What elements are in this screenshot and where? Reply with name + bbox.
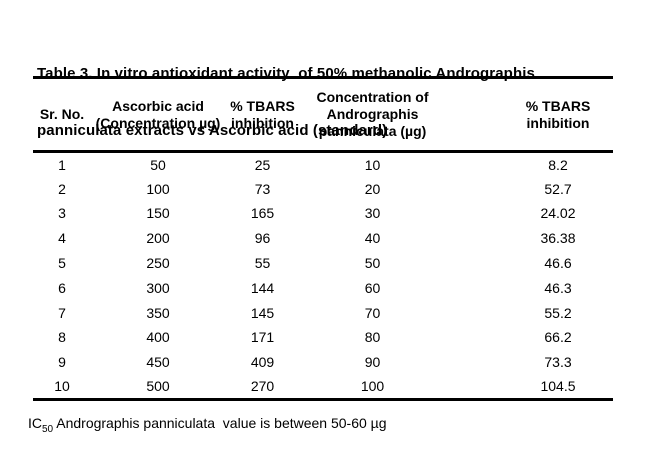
table-cell: 2 — [58, 180, 66, 197]
table-cell: 46.3 — [544, 279, 572, 296]
table-cell: 1 — [58, 156, 66, 173]
column-header-andrographis-concentration: Concentration of Andrographis panniculat… — [316, 89, 429, 139]
table-cell: 450 — [146, 354, 170, 371]
table-cell: 4 — [58, 230, 66, 247]
table-cell: 8 — [58, 329, 66, 346]
table-cell: 400 — [146, 329, 170, 346]
table-row: 5 250 55 50 46.6 — [33, 251, 613, 276]
table-cell: 409 — [250, 354, 275, 371]
table-title-line2: panniculata extracts vs Ascorbic acid (s… — [37, 122, 388, 139]
table-cell: 8.2 — [548, 156, 568, 173]
table-cell: 104.5 — [540, 378, 576, 395]
table-row: 7 350 145 70 55.2 — [33, 300, 613, 325]
table-body: 1 50 25 10 8.2 2 100 73 20 52.7 3 150 16… — [33, 152, 613, 400]
table-cell: 55.2 — [544, 304, 572, 321]
table-cell: 145 — [250, 304, 275, 321]
table-cell: 70 — [364, 304, 381, 321]
table-cell: 50 — [150, 156, 166, 173]
column-header-sr-no: Sr. No. — [39, 106, 85, 122]
table-cell: 7 — [58, 304, 66, 321]
table-row: 10 500 270 100 104.5 — [33, 375, 613, 400]
table-cell: 3 — [58, 205, 66, 222]
table-cell: 10 — [54, 378, 70, 395]
table-cell: 9 — [58, 354, 66, 371]
table-cell: 96 — [254, 230, 271, 247]
table-cell: 5 — [58, 255, 66, 272]
header-row: Sr. No. Ascorbic acid (Concentration µg)… — [33, 78, 613, 152]
table-row: 2 100 73 20 52.7 — [33, 176, 613, 201]
table-cell: 171 — [250, 329, 275, 346]
column-header-tbars-inhibition-andrographis: % TBARS inhibition — [525, 97, 591, 131]
table-cell: 350 — [146, 304, 170, 321]
ic50-footnote: IC50 Andrographis panniculata value is b… — [28, 415, 387, 434]
table-cell: 250 — [146, 255, 170, 272]
table-row: 9 450 409 90 73.3 — [33, 350, 613, 375]
table-cell: 10 — [364, 156, 381, 173]
table-cell: 25 — [254, 156, 271, 173]
footnote-text: Andrographis panniculata value is betwee… — [53, 415, 387, 431]
footnote-prefix: IC — [28, 415, 42, 431]
table-cell: 66.2 — [544, 329, 572, 346]
table-cell: 36.38 — [540, 230, 576, 247]
table-cell: 55 — [254, 255, 271, 272]
table-cell: 30 — [364, 205, 381, 222]
table-cell: 144 — [250, 279, 275, 296]
table-cell: 52.7 — [544, 180, 572, 197]
table-cell: 6 — [58, 279, 66, 296]
table-cell: 24.02 — [540, 205, 576, 222]
table-row: 1 50 25 10 8.2 — [33, 152, 613, 177]
table-row: 6 300 144 60 46.3 — [33, 275, 613, 300]
table-cell: 73 — [254, 180, 271, 197]
column-header-ascorbic-acid-concentration: Ascorbic acid (Concentration µg) — [95, 97, 221, 131]
table-row: 8 400 171 80 66.2 — [33, 325, 613, 350]
table-cell: 270 — [250, 378, 275, 395]
data-table: Sr. No. Ascorbic acid (Concentration µg)… — [33, 76, 613, 401]
table-cell: 73.3 — [544, 354, 572, 371]
table-header: Sr. No. Ascorbic acid (Concentration µg)… — [33, 78, 613, 152]
table-row: 3 150 165 30 24.02 — [33, 201, 613, 226]
table-cell: 500 — [146, 378, 170, 395]
table-cell: 20 — [364, 180, 381, 197]
column-header-tbars-inhibition-ascorbic: % TBARS inhibition — [230, 97, 295, 131]
table-cell: 100 — [360, 378, 385, 395]
table-cell: 90 — [364, 354, 381, 371]
table-cell: 40 — [364, 230, 381, 247]
table-cell: 50 — [364, 255, 381, 272]
table-cell: 150 — [146, 205, 170, 222]
table-cell: 165 — [250, 205, 275, 222]
table-cell: 46.6 — [544, 255, 572, 272]
table-cell: 200 — [146, 230, 170, 247]
footnote-subscript: 50 — [42, 423, 54, 435]
table-cell: 60 — [364, 279, 381, 296]
table-row: 4 200 96 40 36.38 — [33, 226, 613, 251]
table-cell: 80 — [364, 329, 381, 346]
table-cell: 300 — [146, 279, 170, 296]
table-cell: 100 — [146, 180, 170, 197]
